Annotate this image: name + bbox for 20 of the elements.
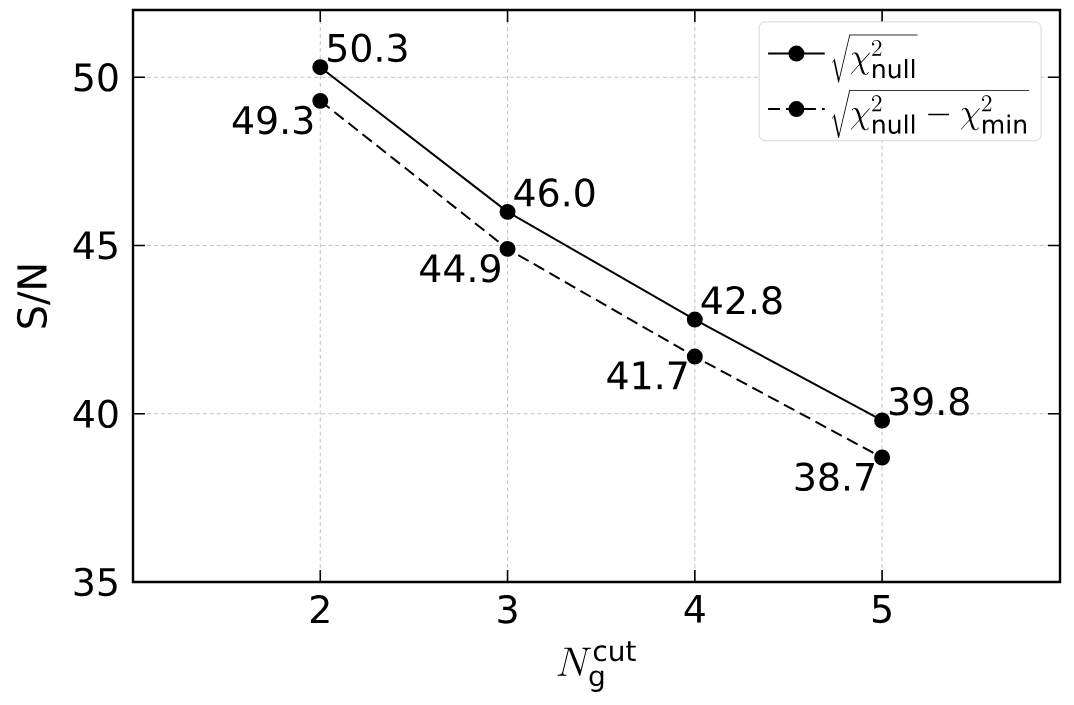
data-label: 49.3: [232, 106, 313, 135]
data-label: 46.0: [514, 178, 595, 208]
legend-label: $\sqrt{\chi^2_\mathrm{null}}$: [831, 34, 918, 83]
data-label: 44.9: [420, 254, 500, 283]
x-axis-title: $N_\mathrm{g}^\mathrm{cut}$: [557, 641, 636, 693]
y-tick-label: 45: [73, 231, 117, 260]
data-label: 38.7: [795, 462, 874, 492]
legend-label: $\sqrt{\chi^2_\mathrm{null}-\chi^2_\mathrm{min}}$: [831, 90, 1030, 139]
data-label: 41.7: [607, 361, 687, 390]
x-tick-label: 4: [684, 595, 705, 623]
y-tick-label: 40: [73, 399, 118, 429]
data-label: 50.3: [328, 33, 407, 63]
x-tick-label: 5: [872, 595, 891, 624]
x-tick-label: 2: [311, 595, 329, 624]
y-tick-label: 35: [74, 567, 117, 597]
data-label: 39.8: [889, 387, 969, 416]
y-tick-label: 50: [74, 63, 118, 92]
data-label: 42.8: [701, 286, 782, 315]
y-axis-title: S/N: [16, 265, 51, 328]
x-tick-label: 3: [498, 595, 517, 624]
